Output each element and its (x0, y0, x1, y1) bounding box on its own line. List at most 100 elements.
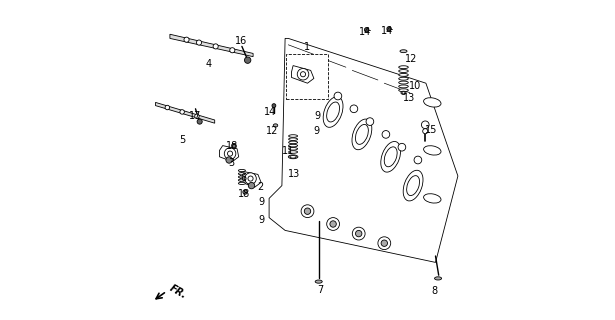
Ellipse shape (239, 182, 245, 184)
Circle shape (248, 176, 253, 181)
Polygon shape (220, 146, 239, 162)
Ellipse shape (315, 280, 322, 283)
Circle shape (382, 131, 390, 138)
Text: 16: 16 (235, 36, 247, 46)
Polygon shape (269, 38, 458, 262)
Text: 13: 13 (288, 169, 300, 179)
Text: 12: 12 (266, 125, 278, 136)
Ellipse shape (290, 156, 296, 158)
Circle shape (244, 57, 251, 63)
Text: 9: 9 (258, 196, 264, 207)
Bar (286, 54, 328, 99)
Ellipse shape (407, 176, 419, 196)
Ellipse shape (399, 66, 408, 69)
Circle shape (196, 40, 202, 45)
Text: 14: 14 (359, 27, 371, 37)
Circle shape (230, 48, 235, 53)
Polygon shape (240, 171, 261, 187)
Ellipse shape (239, 173, 245, 175)
Text: 9: 9 (258, 215, 264, 225)
Circle shape (228, 151, 232, 156)
Circle shape (292, 84, 296, 89)
Circle shape (245, 173, 256, 184)
Circle shape (248, 182, 255, 189)
Circle shape (226, 157, 232, 163)
Circle shape (301, 72, 306, 77)
Ellipse shape (424, 98, 441, 107)
Circle shape (330, 221, 336, 227)
Ellipse shape (424, 146, 441, 155)
Text: 12: 12 (405, 54, 418, 64)
Ellipse shape (401, 91, 406, 94)
Polygon shape (292, 66, 314, 83)
Circle shape (243, 190, 247, 194)
Text: 6: 6 (240, 172, 247, 183)
Circle shape (381, 240, 387, 246)
Circle shape (398, 143, 406, 151)
Ellipse shape (399, 74, 408, 76)
Ellipse shape (424, 194, 441, 203)
Text: 14: 14 (264, 107, 276, 117)
Ellipse shape (381, 141, 400, 172)
Text: 10: 10 (408, 81, 421, 92)
Circle shape (213, 44, 218, 49)
Text: 3: 3 (228, 157, 234, 168)
Text: 9: 9 (315, 111, 321, 121)
Text: 18: 18 (226, 140, 239, 151)
Text: 18: 18 (288, 84, 301, 94)
Ellipse shape (323, 97, 343, 127)
Circle shape (355, 230, 362, 237)
Ellipse shape (273, 124, 278, 127)
Ellipse shape (239, 170, 245, 172)
Circle shape (350, 105, 358, 113)
Circle shape (378, 237, 391, 250)
Ellipse shape (400, 50, 407, 53)
Ellipse shape (288, 138, 298, 140)
Ellipse shape (327, 102, 339, 122)
Text: 9: 9 (314, 126, 320, 136)
Text: 8: 8 (432, 285, 438, 296)
Ellipse shape (399, 70, 408, 73)
Circle shape (224, 148, 236, 159)
Ellipse shape (239, 179, 245, 181)
Circle shape (352, 227, 365, 240)
Ellipse shape (399, 89, 408, 92)
Circle shape (423, 129, 428, 134)
Ellipse shape (435, 277, 442, 280)
Text: 7: 7 (317, 285, 323, 295)
Text: 4: 4 (205, 59, 212, 69)
Ellipse shape (239, 176, 245, 178)
Ellipse shape (288, 155, 298, 159)
Circle shape (304, 208, 311, 214)
Text: 11: 11 (282, 146, 295, 156)
Circle shape (297, 76, 302, 81)
Ellipse shape (399, 81, 408, 84)
Text: 2: 2 (257, 182, 263, 192)
Circle shape (197, 119, 202, 124)
Ellipse shape (288, 144, 298, 147)
Ellipse shape (402, 92, 405, 94)
Ellipse shape (403, 170, 423, 201)
Text: 1: 1 (303, 42, 309, 52)
Text: FR.: FR. (167, 283, 188, 301)
Ellipse shape (399, 77, 408, 80)
Circle shape (414, 156, 422, 164)
Circle shape (334, 92, 342, 100)
Circle shape (318, 79, 326, 87)
Ellipse shape (355, 124, 368, 144)
Text: 18: 18 (296, 72, 309, 83)
Circle shape (301, 205, 314, 218)
Circle shape (272, 104, 276, 108)
Circle shape (195, 114, 199, 119)
Circle shape (297, 68, 309, 80)
Text: 15: 15 (425, 125, 437, 135)
Circle shape (421, 121, 429, 129)
Text: 17: 17 (189, 111, 201, 121)
Polygon shape (170, 34, 253, 57)
Ellipse shape (288, 148, 298, 150)
Text: 5: 5 (179, 135, 185, 145)
Circle shape (180, 110, 184, 114)
Ellipse shape (384, 147, 397, 167)
Ellipse shape (288, 151, 298, 153)
Text: 13: 13 (403, 92, 415, 103)
